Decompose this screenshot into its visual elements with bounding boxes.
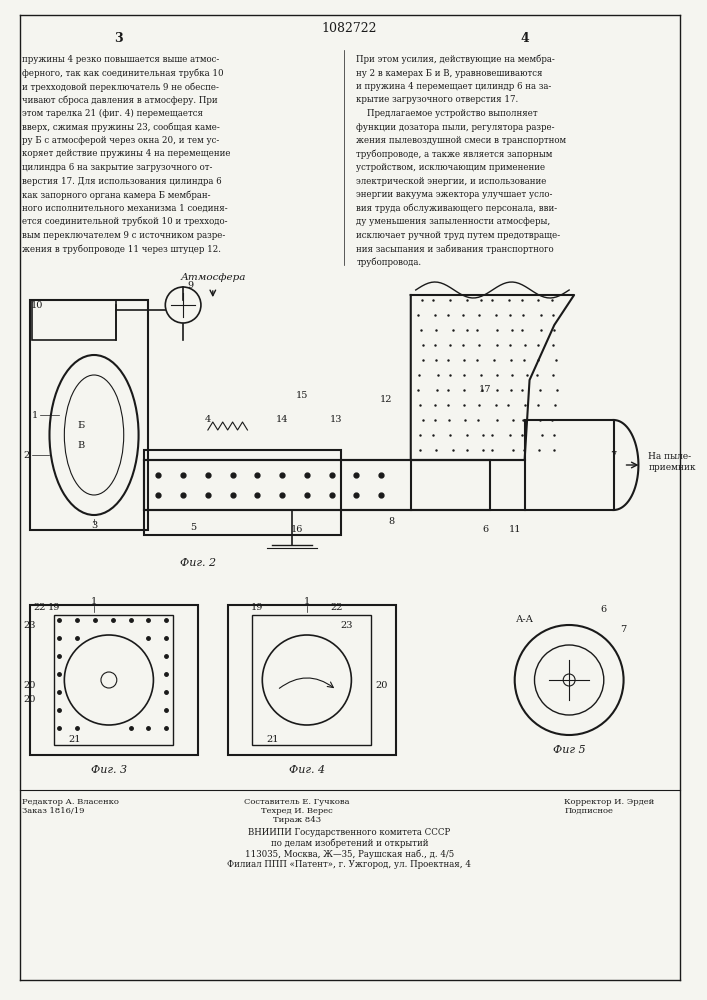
Text: 1082722: 1082722 xyxy=(322,21,377,34)
Text: Корректор И. Эрдей
Подписное: Корректор И. Эрдей Подписное xyxy=(564,798,655,815)
Bar xyxy=(54,615,173,745)
Text: 20: 20 xyxy=(375,680,387,690)
Text: вым переключателем 9 с источником разре-: вым переключателем 9 с источником разре- xyxy=(22,231,225,239)
Text: ферного, так как соединительная трубка 10: ферного, так как соединительная трубка 1… xyxy=(22,68,223,78)
Text: 5: 5 xyxy=(190,522,196,532)
Text: 13: 13 xyxy=(330,416,343,424)
Text: 11: 11 xyxy=(508,526,521,534)
Text: 23: 23 xyxy=(23,620,36,630)
Text: 22: 22 xyxy=(330,602,343,611)
Text: 15: 15 xyxy=(296,390,308,399)
Text: электрической энергии, и использование: электрической энергии, и использование xyxy=(356,176,547,186)
Text: 4: 4 xyxy=(205,416,211,424)
Bar xyxy=(252,615,371,745)
Text: и пружина 4 перемещает цилиндр 6 на за-: и пружина 4 перемещает цилиндр 6 на за- xyxy=(356,82,551,91)
Text: верстия 17. Для использования цилиндра 6: верстия 17. Для использования цилиндра 6 xyxy=(22,176,221,186)
Text: На пыле-
приемник: На пыле- приемник xyxy=(648,452,696,472)
Text: 12: 12 xyxy=(380,395,392,404)
Text: 14: 14 xyxy=(276,416,288,424)
Text: ния засыпания и забивания транспортного: ния засыпания и забивания транспортного xyxy=(356,244,554,253)
Text: 9: 9 xyxy=(187,280,193,290)
Bar xyxy=(32,300,116,340)
Text: ВНИИПИ Государственного комитета СССР
по делам изобретений и открытий
113035, Мо: ВНИИПИ Государственного комитета СССР по… xyxy=(228,828,472,869)
Bar xyxy=(144,460,490,510)
Text: цилиндра 6 на закрытие загрузочного от-: цилиндра 6 на закрытие загрузочного от- xyxy=(22,163,212,172)
Text: исключает ручной труд путем предотвраще-: исключает ручной труд путем предотвраще- xyxy=(356,231,561,239)
Bar xyxy=(30,300,148,530)
Text: 1: 1 xyxy=(32,410,37,420)
Text: ду уменьшения запыленности атмосферы,: ду уменьшения запыленности атмосферы, xyxy=(356,217,551,226)
Text: устройством, исключающим применение: устройством, исключающим применение xyxy=(356,163,546,172)
Text: Б: Б xyxy=(78,420,85,430)
Text: вия труда обслуживающего персонала, вви-: вия труда обслуживающего персонала, вви- xyxy=(356,204,557,213)
Text: Фиг 5: Фиг 5 xyxy=(553,745,585,755)
Text: крытие загрузочного отверстия 17.: крытие загрузочного отверстия 17. xyxy=(356,96,518,104)
Text: функции дозатора пыли, регулятора разре-: функции дозатора пыли, регулятора разре- xyxy=(356,122,555,131)
Text: 6: 6 xyxy=(601,605,607,614)
Text: 23: 23 xyxy=(340,620,353,630)
Text: жения пылевоздушной смеси в транспортном: жения пылевоздушной смеси в транспортном xyxy=(356,136,566,145)
Text: 3: 3 xyxy=(115,31,123,44)
Text: чивают сброса давления в атмосферу. При: чивают сброса давления в атмосферу. При xyxy=(22,96,217,105)
Text: Атмосфера: Атмосфера xyxy=(180,273,245,282)
Text: 7: 7 xyxy=(621,626,626,635)
Text: В: В xyxy=(78,440,85,450)
Text: вверх, сжимая пружины 23, сообщая каме-: вверх, сжимая пружины 23, сообщая каме- xyxy=(22,122,220,132)
Text: 17: 17 xyxy=(479,385,491,394)
Text: 20: 20 xyxy=(23,696,36,704)
Text: 7: 7 xyxy=(611,450,617,460)
Text: 21: 21 xyxy=(68,736,81,744)
Text: ного исполнительного механизма 1 соединя-: ного исполнительного механизма 1 соединя… xyxy=(22,204,228,213)
Bar xyxy=(228,605,396,755)
Text: 3: 3 xyxy=(91,521,97,530)
Text: Фиг. 2: Фиг. 2 xyxy=(180,558,216,568)
Text: Фиг. 3: Фиг. 3 xyxy=(90,765,127,775)
Text: этом тарелка 21 (фиг. 4) перемещается: этом тарелка 21 (фиг. 4) перемещается xyxy=(22,109,203,118)
Text: жения в трубопроводе 11 через штуцер 12.: жения в трубопроводе 11 через штуцер 12. xyxy=(22,244,221,253)
Text: 16: 16 xyxy=(291,526,303,534)
Text: Редактор А. Власенко
Заказ 1816/19: Редактор А. Власенко Заказ 1816/19 xyxy=(22,798,119,815)
Text: 19: 19 xyxy=(48,602,61,611)
Text: 4: 4 xyxy=(520,31,529,44)
Text: ру Б с атмосферой через окна 20, и тем ус-: ру Б с атмосферой через окна 20, и тем у… xyxy=(22,136,219,145)
Text: пружины 4 резко повышается выше атмос-: пружины 4 резко повышается выше атмос- xyxy=(22,55,219,64)
Text: как запорного органа камера Б мембран-: как запорного органа камера Б мембран- xyxy=(22,190,210,200)
Text: 1: 1 xyxy=(91,597,97,606)
Text: трубопроводе, а также является запорным: трубопроводе, а также является запорным xyxy=(356,149,553,159)
Text: 21: 21 xyxy=(266,736,279,744)
Text: ется соединительной трубкой 10 и трехходо-: ется соединительной трубкой 10 и трехход… xyxy=(22,217,227,227)
Text: энергии вакуума эжектора улучшает усло-: энергии вакуума эжектора улучшает усло- xyxy=(356,190,553,199)
Text: При этом усилия, действующие на мембра-: При этом усилия, действующие на мембра- xyxy=(356,55,555,64)
Text: 6: 6 xyxy=(482,526,488,534)
Text: 20: 20 xyxy=(23,680,36,690)
Bar xyxy=(144,450,341,535)
Text: ну 2 в камерах Б и В, уравновешиваются: ну 2 в камерах Б и В, уравновешиваются xyxy=(356,68,543,78)
Text: 8: 8 xyxy=(388,518,394,526)
Text: трубопровода.: трубопровода. xyxy=(356,257,421,267)
Text: Фиг. 4: Фиг. 4 xyxy=(288,765,325,775)
Text: 22: 22 xyxy=(33,602,46,611)
Text: 1: 1 xyxy=(304,597,310,606)
Text: Предлагаемое устройство выполняет: Предлагаемое устройство выполняет xyxy=(356,109,538,118)
Text: 19: 19 xyxy=(251,602,264,611)
Text: А-А: А-А xyxy=(515,615,534,624)
Text: 10: 10 xyxy=(30,300,43,310)
Bar xyxy=(525,420,614,510)
Text: коряет действие пружины 4 на перемещение: коряет действие пружины 4 на перемещение xyxy=(22,149,230,158)
Text: и трехходовой переключатель 9 не обеспе-: и трехходовой переключатель 9 не обеспе- xyxy=(22,82,218,92)
Text: 2: 2 xyxy=(23,450,30,460)
Text: Составитель Е. Гучкова
Техред И. Верес
Тираж 843: Составитель Е. Гучкова Техред И. Верес Т… xyxy=(244,798,350,824)
Bar xyxy=(30,605,198,755)
